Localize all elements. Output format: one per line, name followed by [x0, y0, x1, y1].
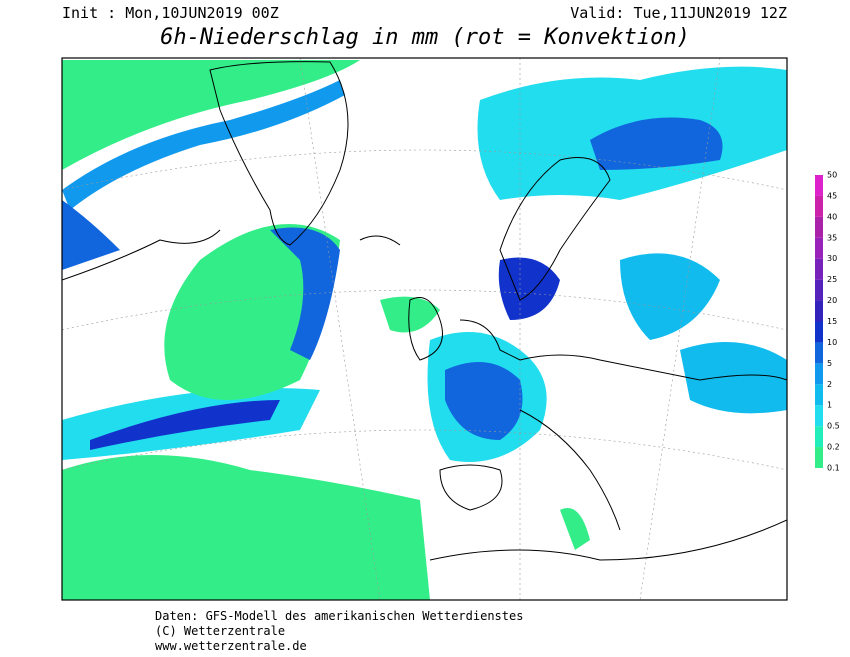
- legend-swatch: [815, 405, 823, 427]
- footer-url: www.wetterzentrale.de: [155, 639, 307, 653]
- legend-label: 30: [827, 254, 837, 263]
- footer-copyright: (C) Wetterzentrale: [155, 624, 285, 638]
- legend-label: 2: [827, 380, 832, 389]
- legend-swatch: [815, 363, 823, 385]
- legend-swatch: [815, 195, 823, 217]
- legend-swatch: [815, 175, 823, 196]
- legend-label: 35: [827, 233, 837, 242]
- legend-swatch: [815, 447, 823, 468]
- map: [61, 57, 788, 601]
- legend-label: 0.1: [827, 464, 840, 473]
- legend-label: 10: [827, 338, 837, 347]
- valid-time: Valid: Tue,11JUN2019 12Z: [570, 4, 787, 22]
- legend-swatch: [815, 384, 823, 406]
- legend-label: 15: [827, 317, 837, 326]
- legend-label: 20: [827, 296, 837, 305]
- legend-label: 0.2: [827, 443, 840, 452]
- precipitation: [62, 60, 787, 600]
- legend-swatch: [815, 237, 823, 259]
- legend-swatch: [815, 426, 823, 448]
- map-frame: [61, 57, 788, 601]
- legend-label: 1: [827, 401, 832, 410]
- footer-source: Daten: GFS-Modell des amerikanischen Wet…: [155, 609, 523, 623]
- legend-label: 5: [827, 359, 832, 368]
- legend-swatch: [815, 279, 823, 301]
- legend-swatch: [815, 300, 823, 322]
- legend-label: 40: [827, 212, 837, 221]
- coastlines: [62, 61, 787, 561]
- legend-label: 45: [827, 191, 837, 200]
- legend-label: 0.5: [827, 422, 840, 431]
- legend-label: 25: [827, 275, 837, 284]
- title: 6h-Niederschlag in mm (rot = Konvektion): [160, 25, 690, 50]
- legend-swatch: [815, 321, 823, 343]
- legend-label: 50: [827, 171, 837, 180]
- graticule: [62, 58, 787, 600]
- legend-swatch: [815, 342, 823, 364]
- init-time: Init : Mon,10JUN2019 00Z: [62, 4, 279, 22]
- legend-swatch: [815, 216, 823, 238]
- legend-swatch: [815, 258, 823, 280]
